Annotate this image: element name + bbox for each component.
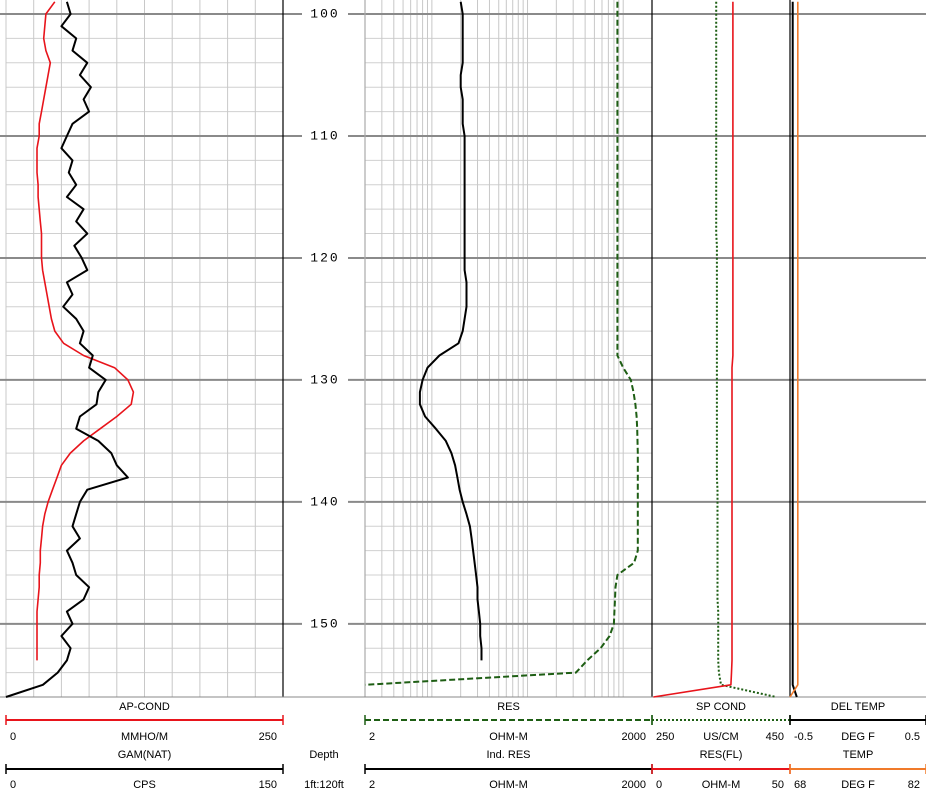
log-curve (5, 1, 129, 698)
scale-unit: OHM-M (489, 779, 528, 791)
curve-name: TEMP (843, 749, 874, 761)
log-curve (418, 1, 483, 661)
scale-max: 150 (259, 779, 277, 791)
scale-min: 2 (369, 779, 375, 791)
curve-name: Ind. RES (486, 749, 530, 761)
curve-name: SP COND (696, 701, 746, 713)
scale-max: 250 (259, 731, 277, 743)
curve-name: DEL TEMP (831, 701, 885, 713)
depth-label: 120 (310, 250, 339, 265)
scale-unit: DEG F (841, 779, 875, 791)
scale-max: 2000 (622, 731, 646, 743)
scale-min: 0 (10, 731, 16, 743)
scale-max: 450 (766, 731, 784, 743)
log-curve (36, 1, 135, 661)
scale-min: 250 (656, 731, 674, 743)
depth-label: 100 (310, 6, 339, 21)
scale-min: 2 (369, 731, 375, 743)
log-curve (789, 1, 799, 698)
scale-max: 50 (772, 779, 784, 791)
scale-unit: OHM-M (489, 731, 528, 743)
scale-unit: US/CM (703, 731, 738, 743)
scale-unit: DEG F (841, 731, 875, 743)
depth-label: 150 (310, 616, 339, 631)
log-curve (653, 1, 734, 698)
depth-label: Depth (309, 749, 338, 761)
scale-max: 2000 (622, 779, 646, 791)
scale-max: 82 (908, 779, 920, 791)
scale-min: 68 (794, 779, 806, 791)
curve-name: GAM(NAT) (118, 749, 172, 761)
depth-label: 140 (310, 494, 339, 509)
scale-min: 0 (656, 779, 662, 791)
log-curve (364, 1, 639, 686)
scale-unit: MMHO/M (121, 731, 168, 743)
depth-label: 130 (310, 372, 339, 387)
scale-label: 1ft:120ft (304, 779, 344, 791)
scale-min: -0.5 (794, 731, 813, 743)
curve-name: AP-COND (119, 701, 170, 713)
depth-label: 110 (310, 128, 339, 143)
scale-max: 0.5 (905, 731, 920, 743)
curve-name: RES (497, 701, 520, 713)
curve-name: RES(FL) (700, 749, 743, 761)
log-curve (791, 1, 798, 698)
scale-unit: OHM-M (702, 779, 741, 791)
scale-min: 0 (10, 779, 16, 791)
log-curve (715, 1, 777, 698)
scale-unit: CPS (133, 779, 156, 791)
